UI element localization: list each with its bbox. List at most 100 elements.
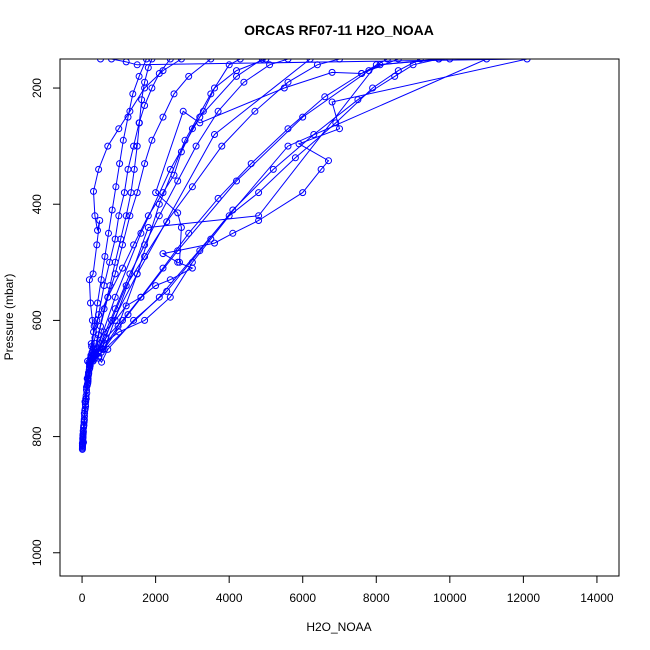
data-point	[163, 218, 171, 226]
data-point	[148, 136, 156, 144]
data-point	[115, 212, 123, 220]
x-tick-label: 0	[79, 591, 86, 605]
data-point	[174, 177, 182, 185]
data-point	[135, 119, 143, 127]
data-point	[144, 64, 152, 72]
data-point	[321, 93, 329, 101]
data-point	[127, 189, 135, 197]
data-point	[86, 361, 94, 369]
data-point	[214, 194, 222, 202]
data-point	[258, 59, 266, 63]
data-point	[255, 217, 263, 224]
data-point	[207, 59, 215, 63]
data-point	[262, 59, 270, 63]
data-point	[299, 113, 307, 121]
data-point	[141, 316, 149, 324]
data-point	[174, 247, 182, 255]
data-point	[435, 59, 443, 63]
data-point	[170, 90, 178, 98]
data-point	[185, 229, 193, 237]
x-tick-label: 14000	[580, 591, 614, 605]
data-point	[166, 293, 174, 301]
data-point	[106, 282, 114, 290]
data-point	[155, 293, 163, 301]
data-point	[179, 107, 187, 115]
data-point	[266, 61, 274, 69]
data-point	[354, 96, 362, 104]
data-point	[196, 247, 204, 255]
data-point	[523, 59, 531, 63]
data-point	[89, 270, 97, 278]
data-point	[166, 59, 174, 63]
data-point	[137, 293, 145, 301]
data-point	[177, 224, 185, 231]
data-point	[133, 142, 141, 150]
data-point	[148, 59, 156, 63]
x-tick-label: 10000	[433, 591, 467, 605]
data-point	[144, 224, 152, 231]
data-point	[317, 165, 325, 173]
data-point	[78, 442, 86, 450]
data-point	[313, 61, 321, 69]
data-point	[94, 331, 102, 339]
data-point	[116, 160, 124, 168]
data-point	[188, 183, 196, 191]
series-layer	[78, 59, 531, 453]
data-point	[120, 189, 128, 197]
series-line	[82, 59, 147, 442]
data-point	[328, 68, 336, 76]
data-point	[236, 59, 244, 63]
x-tick-label: 12000	[507, 591, 541, 605]
data-point	[99, 345, 107, 353]
data-point	[336, 59, 343, 63]
data-point	[122, 212, 130, 220]
data-point	[133, 61, 141, 69]
data-point	[159, 113, 167, 121]
x-axis: 0 2000 4000 6000 8000 10000 12000 14000	[79, 575, 614, 605]
data-point	[174, 209, 182, 217]
data-point	[141, 102, 149, 109]
data-point	[111, 258, 119, 266]
data-point	[152, 282, 160, 290]
data-point	[225, 61, 233, 69]
data-point	[391, 72, 399, 80]
data-point	[91, 212, 99, 220]
data-point	[129, 90, 137, 98]
data-point	[138, 96, 146, 104]
data-point	[90, 187, 97, 195]
x-axis-label: H2O_NOAA	[306, 620, 371, 634]
data-point	[98, 358, 106, 366]
data-point	[93, 241, 101, 249]
data-point	[94, 226, 101, 234]
data-point	[291, 154, 299, 162]
data-point	[188, 125, 196, 133]
data-point	[255, 212, 263, 220]
data-point	[394, 59, 402, 63]
data-point	[325, 157, 332, 165]
data-point	[101, 253, 109, 260]
y-tick-label: 600	[30, 310, 44, 330]
x-tick-label: 8000	[363, 591, 390, 605]
data-point	[80, 416, 88, 424]
data-point	[199, 107, 207, 115]
y-axis-label: Pressure (mbar)	[2, 274, 16, 361]
data-point	[133, 270, 141, 278]
data-point	[310, 131, 318, 138]
data-point	[152, 189, 160, 197]
data-point	[159, 264, 167, 272]
data-point	[142, 59, 150, 63]
data-point	[336, 125, 343, 133]
data-point	[306, 59, 314, 63]
data-point	[229, 206, 237, 214]
data-point	[328, 98, 336, 106]
data-point	[119, 136, 127, 144]
data-point	[137, 229, 145, 237]
data-point	[148, 84, 156, 92]
data-point	[111, 293, 119, 301]
data-point	[416, 59, 424, 63]
data-point	[83, 380, 91, 388]
data-point	[97, 276, 105, 284]
data-point	[299, 189, 307, 197]
data-point	[130, 165, 138, 173]
data-point	[117, 235, 125, 243]
